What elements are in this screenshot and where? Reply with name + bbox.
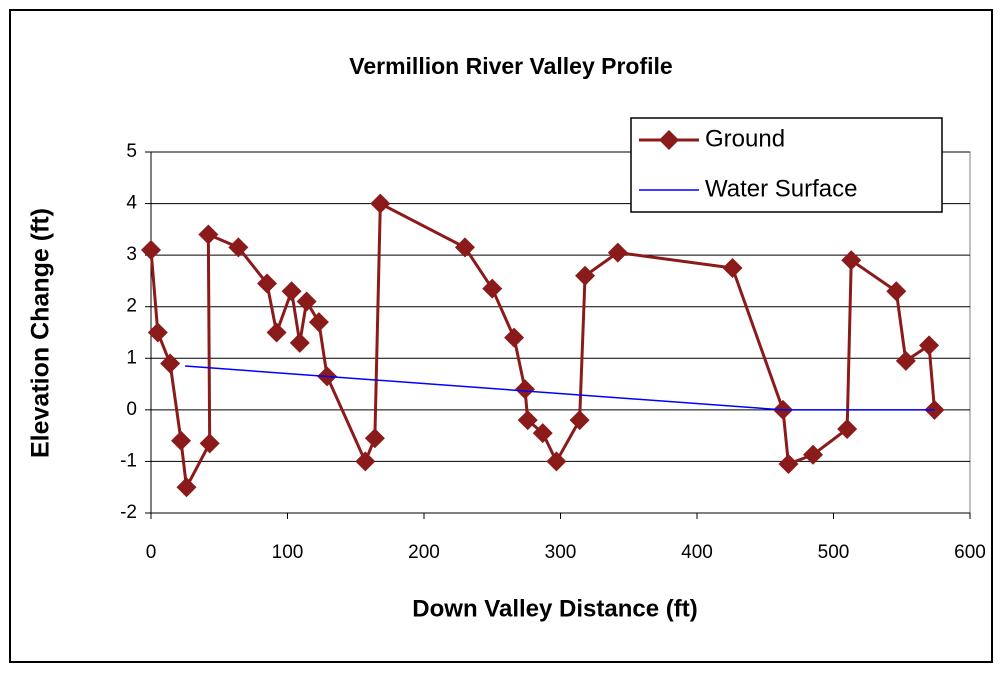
x-tick-label: 400 xyxy=(681,542,713,563)
data-point xyxy=(532,423,553,444)
data-point xyxy=(228,237,249,258)
data-point xyxy=(176,477,197,498)
y-tick-label: 5 xyxy=(126,141,137,162)
data-point xyxy=(515,379,536,400)
legend-marker xyxy=(659,130,679,150)
data-point xyxy=(482,278,503,299)
data-point xyxy=(841,250,862,271)
data-point xyxy=(454,237,475,258)
data-point xyxy=(171,430,192,451)
data-point xyxy=(281,281,302,302)
x-tick-label: 500 xyxy=(818,542,850,563)
data-point xyxy=(308,312,329,333)
data-point xyxy=(517,410,538,431)
y-tick-label: -1 xyxy=(120,450,137,471)
data-point xyxy=(198,224,219,245)
y-tick-label: 2 xyxy=(126,296,137,317)
data-point xyxy=(266,322,287,343)
data-point xyxy=(370,193,391,214)
y-tick-label: 3 xyxy=(126,244,137,265)
data-point xyxy=(837,418,858,439)
data-point xyxy=(141,239,161,260)
x-tick-label: 300 xyxy=(545,542,577,563)
data-point xyxy=(364,428,385,449)
data-point xyxy=(289,332,310,353)
data-point xyxy=(160,353,181,374)
x-axis-label: Down Valley Distance (ft) xyxy=(412,595,697,622)
y-axis-label: Elevation Change (ft) xyxy=(27,208,55,458)
data-point xyxy=(546,451,567,472)
data-point xyxy=(886,281,907,302)
x-tick-label: 200 xyxy=(408,542,440,563)
y-tick-label: 1 xyxy=(126,347,137,368)
data-point xyxy=(296,291,317,312)
x-tick-label: 0 xyxy=(146,542,157,563)
data-point xyxy=(722,258,743,279)
data-point xyxy=(919,335,940,356)
legend-label: Ground xyxy=(705,125,785,152)
data-point xyxy=(778,454,799,475)
data-point xyxy=(199,433,220,454)
series-line xyxy=(185,365,935,411)
data-point xyxy=(569,410,590,431)
legend-box xyxy=(630,117,943,213)
data-point xyxy=(895,350,916,371)
data-point xyxy=(147,322,168,343)
data-point xyxy=(607,242,628,263)
data-point xyxy=(575,265,596,286)
data-point xyxy=(257,273,278,294)
data-point xyxy=(803,444,824,465)
data-point xyxy=(504,327,525,348)
y-tick-label: 4 xyxy=(126,193,137,214)
legend-label: Water Surface xyxy=(705,175,858,202)
y-tick-label: 0 xyxy=(126,399,137,420)
x-tick-label: 600 xyxy=(954,542,986,563)
x-tick-label: 100 xyxy=(272,542,304,563)
data-point xyxy=(355,451,376,472)
y-tick-label: -2 xyxy=(120,502,137,523)
chart-title: Vermillion River Valley Profile xyxy=(349,53,672,79)
